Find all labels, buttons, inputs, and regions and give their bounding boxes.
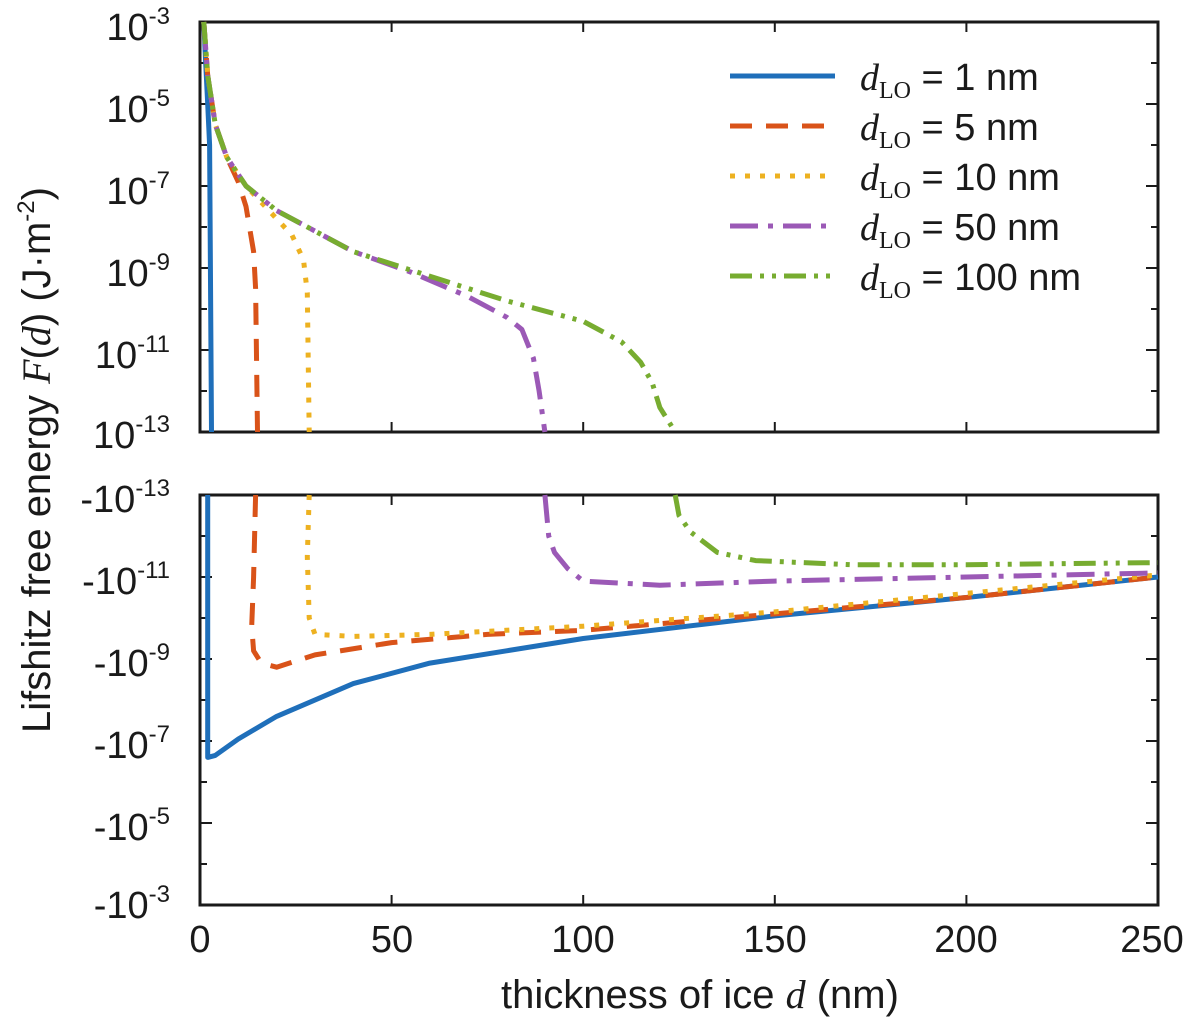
xtick-label: 150 xyxy=(743,919,806,961)
legend-entry-50nm: dLO = 50 nm xyxy=(860,207,1060,254)
bottom-panel-frame xyxy=(198,493,1160,907)
legend-entry-100nm: dLO = 100 nm xyxy=(860,257,1081,304)
bottom-ytick-label: -10-3 xyxy=(94,881,170,927)
bottom-y-tick-labels: -10-13 -10-11 -10-9 -10-7 -10-5 -10-3 xyxy=(80,475,170,927)
series-layer xyxy=(201,21,1159,760)
x-axis-title: thickness of ice d (nm) xyxy=(501,972,899,1017)
bottom-series-5 xyxy=(672,494,1159,568)
legend-entry-1nm: dLO = 1 nm xyxy=(860,57,1039,104)
xtick-label: 50 xyxy=(371,919,413,961)
bottom-ytick-label: -10-11 xyxy=(82,557,170,603)
y-axis-title: Lifshitz free energy F(d) (J·m-2) xyxy=(13,187,59,733)
bottom-series-1 xyxy=(205,495,1159,760)
top-ytick-label: 10-9 xyxy=(106,249,170,295)
bottom-ytick-label: -10-9 xyxy=(94,639,170,685)
xtick-label: 250 xyxy=(1120,919,1183,961)
top-ytick-label: 10-11 xyxy=(95,331,170,377)
legend-entry-10nm: dLO = 10 nm xyxy=(860,157,1060,204)
bottom-ytick-label: -10-13 xyxy=(80,475,170,521)
xtick-label: 200 xyxy=(934,919,997,961)
axis-ticks xyxy=(199,21,1159,906)
top-series-5 xyxy=(201,21,678,434)
legend: dLO = 1 nm dLO = 5 nm dLO = 10 nm dLO = … xyxy=(730,57,1081,304)
xtick-label: 100 xyxy=(551,919,614,961)
bottom-ytick-label: -10-5 xyxy=(94,803,170,849)
top-y-tick-labels: 10-3 10-5 10-7 10-9 10-11 10-13 xyxy=(93,3,170,457)
top-series-3 xyxy=(201,21,312,433)
bottom-ytick-label: -10-7 xyxy=(94,721,170,767)
top-series-2 xyxy=(201,21,260,433)
bottom-series-3 xyxy=(304,494,1159,639)
xtick-label: 0 xyxy=(189,919,210,961)
top-ytick-label: 10-7 xyxy=(106,167,170,213)
top-ytick-label: 10-5 xyxy=(106,85,170,131)
top-ytick-label: 10-13 xyxy=(93,411,170,457)
top-ytick-label: 10-3 xyxy=(106,3,170,49)
top-series-4 xyxy=(201,21,548,433)
bottom-series-4 xyxy=(542,494,1159,588)
x-tick-labels: 0 50 100 150 200 250 xyxy=(189,919,1183,961)
legend-entry-5nm: dLO = 5 nm xyxy=(860,107,1039,154)
